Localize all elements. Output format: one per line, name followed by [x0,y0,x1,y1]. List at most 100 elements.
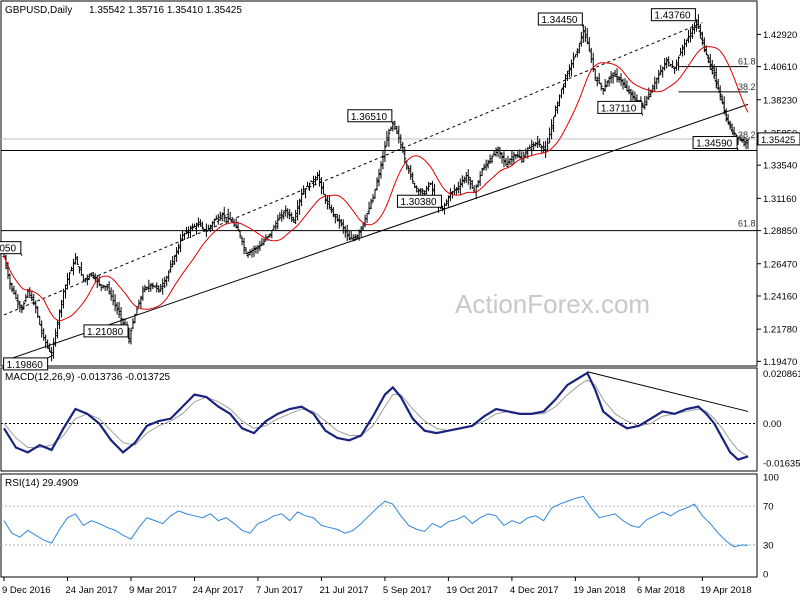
chart-title: GBPUSD,Daily [5,5,72,16]
moving-average-line [3,46,749,322]
price-bar [679,47,683,56]
price-bar [653,76,657,93]
price-bar [290,212,294,223]
price-bar [595,76,599,87]
price-bar [383,141,387,163]
rsi-axis-label: 100 [763,473,779,484]
price-annotation: 1.19860 [3,355,52,371]
price-bar [389,126,393,132]
price-bar [22,301,26,310]
fib-label: 38.2 [738,82,756,92]
price-bar [496,146,500,158]
price-bar [724,108,728,122]
price-bar [252,245,256,257]
price-bar [54,328,58,347]
annotation-text: 1.19860 [7,360,44,371]
price-bar [530,139,534,156]
annotation-box [0,241,22,255]
price-bar [337,214,341,229]
price-axis-label: 1.26470 [763,259,797,270]
price-annotation: 1.34590 [692,136,739,151]
price-bar [722,96,726,115]
price-bar [688,28,692,43]
price-bar [744,138,748,150]
price-bar [625,80,629,92]
fib-label: 38.2 [738,130,756,140]
annotation-leader [47,355,52,359]
price-bar [218,211,222,221]
price-bar [605,80,609,88]
price-bar [387,128,391,147]
price-bar [95,274,99,288]
price-bar [331,207,335,218]
price-bar [458,178,462,196]
price-bar [431,180,435,197]
price-bar [347,230,351,241]
price-bar [746,138,750,149]
price-bar [117,301,121,319]
price-bar [77,266,81,274]
annotation-text: 1.30380 [400,197,437,208]
price-bar [738,135,742,141]
price-bar [18,300,22,313]
price-bar [20,304,24,314]
price-bar [28,287,32,298]
price-bar [522,151,526,163]
price-bar [593,68,597,81]
price-bar [302,185,306,195]
price-bar [276,214,280,230]
price-bar [712,64,716,79]
annotation-box [692,136,738,150]
fib-label: 61.8 [738,218,756,228]
price-bar [200,221,204,230]
price-bar [153,286,157,288]
price-bar [494,147,498,157]
price-bar [171,255,175,268]
price-bar [548,127,552,144]
price-bar [99,284,103,292]
price-bar [675,59,679,71]
price-bar [292,216,296,223]
channel-resistance-line [3,22,703,316]
price-bar [58,309,62,329]
price-bar [111,289,115,306]
price-bar [359,226,363,237]
rsi-pane-frame [0,473,758,578]
price-bar [454,187,458,196]
price-bar [67,272,71,285]
macd-main-line [3,371,749,461]
price-bar [341,219,345,234]
price-bar [327,195,331,210]
price-bar [147,279,151,293]
price-bar [42,328,46,341]
price-bar [198,219,202,227]
x-axis-label: 7 Jun 2017 [256,585,303,596]
price-bar [480,167,484,177]
annotation-box [83,324,129,338]
price-bar [16,294,20,309]
price-bar [617,76,621,83]
price-bar [655,77,659,90]
price-bar [514,154,518,160]
price-bar [258,240,262,251]
price-bar [339,218,343,227]
annotation-leader [391,121,394,124]
price-bar [728,120,732,130]
price-bar [151,282,155,290]
current-price-box [757,132,800,146]
macd-trend-line [587,371,749,412]
price-bar [393,120,397,131]
x-axis-label: 6 Mar 2018 [637,585,685,596]
price-bar [38,315,42,326]
price-bar [633,91,637,103]
macd-layer [1,371,757,461]
annotation-leader [20,253,23,256]
rsi-line [3,495,749,548]
price-bar [403,148,407,164]
price-bar [101,285,105,289]
price-bar [696,14,700,29]
price-bar [677,56,681,71]
price-bar [478,171,482,187]
price-bar [550,119,554,140]
price-bar [83,277,87,283]
